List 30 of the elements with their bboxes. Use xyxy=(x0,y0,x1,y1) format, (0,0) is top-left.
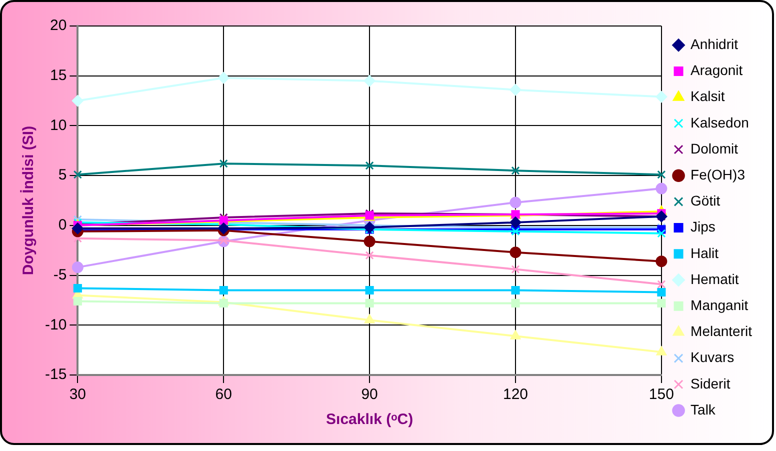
y-axis-title: Doygunluk İndisi (SI) xyxy=(20,126,38,276)
y-tick-label: 20 xyxy=(50,17,67,34)
legend-label: Kalsedon xyxy=(690,114,749,130)
legend-label: Siderit xyxy=(690,375,730,392)
y-tick-label: -10 xyxy=(44,316,67,334)
x-tick-label: 30 xyxy=(69,386,86,404)
y-tick-label: 0 xyxy=(58,216,67,234)
x-tick-label: 60 xyxy=(215,386,232,404)
x-tick-label: 150 xyxy=(648,386,674,404)
legend-label: Anhidrit xyxy=(690,36,738,52)
x-axis-title: Sıcaklık (ᵒC) xyxy=(326,411,414,428)
legend-label: Halit xyxy=(690,244,719,261)
y-tick-label: -5 xyxy=(53,266,67,284)
legend-label: Kalsit xyxy=(690,88,725,104)
legend-label: Kuvars xyxy=(690,349,734,366)
x-tick-label: 90 xyxy=(361,386,378,404)
y-tick-label: -15 xyxy=(44,366,67,384)
y-tick-label: 10 xyxy=(50,116,67,134)
legend-label: Fe(OH)3 xyxy=(690,166,746,182)
legend-label: Aragonit xyxy=(690,62,743,78)
legend-label: Dolomit xyxy=(690,140,738,156)
legend-label: Talk xyxy=(690,401,716,418)
legend-label: Götit xyxy=(690,192,720,209)
y-tick-label: 15 xyxy=(50,67,67,84)
legend-label: Jips xyxy=(690,218,716,235)
x-tick-label: 120 xyxy=(502,386,528,404)
y-tick-label: 5 xyxy=(58,166,67,184)
legend-label: Melanterit xyxy=(690,323,752,340)
legend-label: Hematit xyxy=(690,270,739,287)
legend-label: Manganit xyxy=(690,296,748,313)
